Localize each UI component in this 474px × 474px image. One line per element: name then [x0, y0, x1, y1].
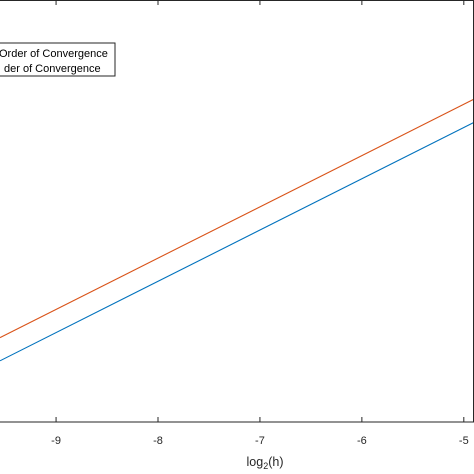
legend-box: [0, 42, 116, 77]
x-tick-label: -7: [255, 435, 265, 447]
legend-entry-2: der of Convergence: [4, 63, 101, 75]
series-layer: [0, 98, 474, 362]
x-tick-label: -5: [459, 435, 469, 447]
legend: Order of Convergence der of Convergence: [0, 42, 116, 77]
legend-entry-1: Order of Convergence: [0, 48, 108, 60]
x-tick-label: -9: [51, 435, 61, 447]
series-line-1: [0, 98, 474, 339]
x-tick-label: -8: [153, 435, 163, 447]
x-tick-label: -6: [357, 435, 367, 447]
x-axis-label-subscript: 2: [263, 461, 268, 471]
series-line-2: [0, 121, 474, 362]
x-axis-ticks: -9 -8 -7 -6 -5: [51, 0, 469, 447]
x-axis-label-base: log: [247, 455, 264, 469]
x-axis-label: log2(h): [247, 455, 284, 471]
x-axis-label-rest: (h): [268, 455, 283, 469]
